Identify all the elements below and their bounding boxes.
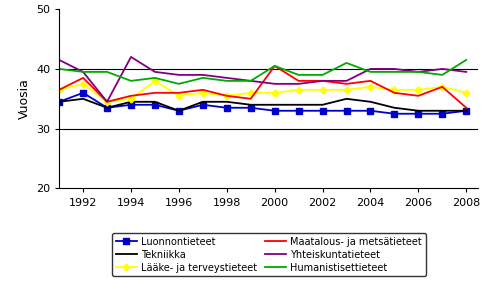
Y-axis label: Vuosia: Vuosia bbox=[17, 78, 31, 119]
Legend: Luonnontieteet, Tekniikka, Lääke- ja terveystieteet, Maatalous- ja metsätieteet,: Luonnontieteet, Tekniikka, Lääke- ja ter… bbox=[112, 233, 425, 276]
